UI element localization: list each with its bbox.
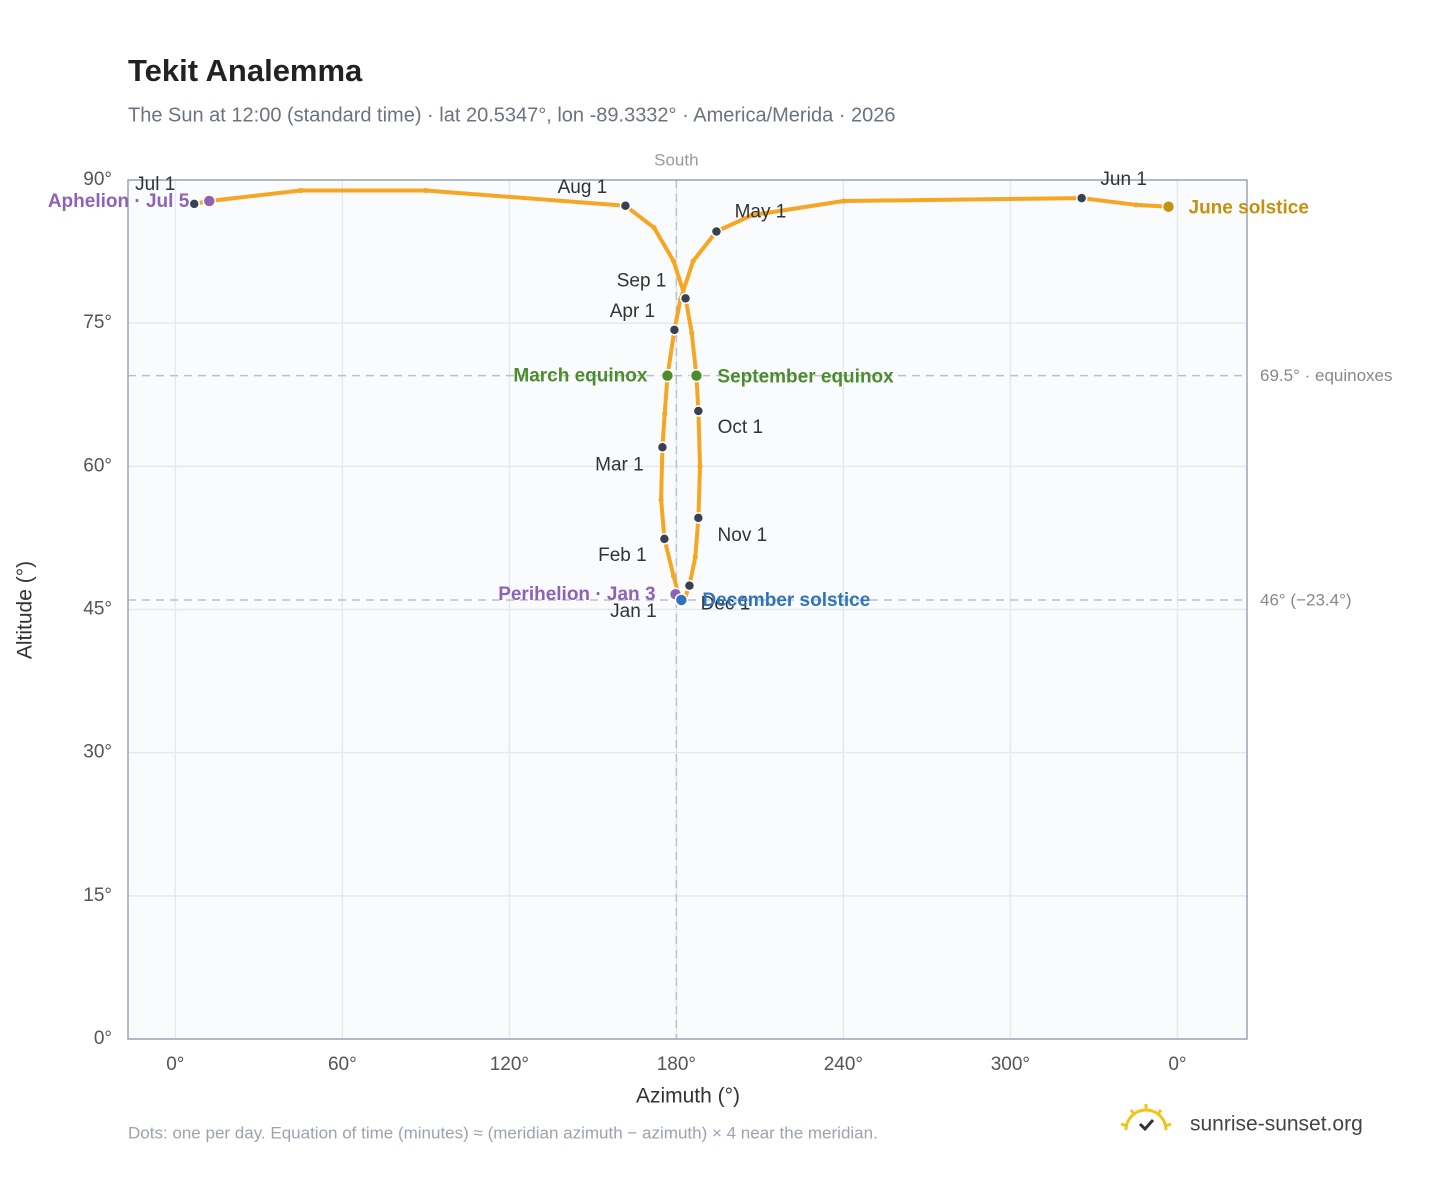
y-axis-label: Altitude (°) — [14, 561, 37, 659]
event-marker — [202, 194, 217, 208]
month-label: Mar 1 — [595, 454, 644, 475]
month-marker — [668, 324, 681, 336]
event-label: Perihelion · Jan 3 — [498, 584, 655, 605]
meridian-label: South — [654, 150, 698, 169]
day-dot — [662, 411, 668, 417]
event-label: June solstice — [1189, 198, 1309, 219]
month-label: Sep 1 — [617, 270, 667, 291]
chart-subtitle: The Sun at 12:00 (standard time) · lat 2… — [128, 104, 896, 126]
chart-title: Tekit Analemma — [128, 53, 363, 88]
event-marker — [689, 368, 704, 383]
footnote: Dots: one per day. Equation of time (min… — [128, 1123, 878, 1142]
event-marker — [674, 593, 689, 607]
x-tick-label: 0° — [166, 1054, 184, 1075]
month-marker — [619, 200, 632, 212]
day-dot — [840, 198, 846, 204]
x-tick-label: 120° — [490, 1054, 529, 1075]
x-tick-label: 300° — [991, 1054, 1030, 1075]
month-marker — [683, 579, 696, 592]
month-marker — [1075, 192, 1088, 204]
day-dot — [651, 225, 657, 231]
x-axis-label: Azimuth (°) — [636, 1085, 740, 1108]
x-tick-label: 0° — [1168, 1054, 1186, 1075]
day-dot — [670, 258, 677, 264]
month-label: May 1 — [735, 202, 787, 223]
event-marker — [1161, 199, 1176, 214]
event-label: Aphelion · Jul 5 — [48, 191, 190, 212]
month-label: Aug 1 — [558, 177, 608, 198]
month-label: Apr 1 — [610, 301, 655, 322]
reference-label: 46° (−23.4°) — [1260, 590, 1352, 609]
plot-border — [127, 179, 1248, 1040]
month-label: Jul 1 — [135, 174, 175, 195]
y-tick-label: 90° — [83, 169, 112, 190]
month-marker — [710, 225, 723, 238]
day-dot — [423, 187, 429, 194]
month-marker — [692, 512, 705, 524]
day-dot — [690, 258, 696, 264]
month-label: Jun 1 — [1100, 169, 1146, 190]
brand-text: sunrise-sunset.org — [1190, 1113, 1363, 1136]
y-tick-label: 45° — [83, 599, 112, 620]
y-tick-label: 30° — [83, 742, 112, 763]
event-label: December solstice — [702, 590, 870, 611]
day-dot — [658, 497, 664, 503]
y-tick-label: 15° — [83, 885, 112, 906]
day-dot — [692, 554, 698, 560]
month-label: Dec 1 — [701, 594, 751, 615]
day-dot — [689, 330, 695, 336]
brand-logo — [1120, 1104, 1172, 1132]
month-marker — [658, 533, 671, 545]
month-label: Oct 1 — [718, 417, 763, 438]
day-dot — [697, 463, 703, 469]
x-tick-label: 60° — [328, 1054, 357, 1075]
month-marker — [188, 198, 200, 210]
y-tick-label: 0° — [94, 1028, 112, 1049]
month-marker — [679, 292, 692, 305]
x-tick-label: 180° — [657, 1054, 696, 1075]
day-dot — [297, 187, 304, 194]
reference-label: 69.5° · equinoxes — [1260, 366, 1393, 385]
day-dot — [1133, 202, 1139, 208]
event-marker — [660, 368, 675, 383]
y-tick-label: 75° — [83, 312, 112, 333]
month-label: Jan 1 — [610, 601, 656, 622]
x-tick-label: 240° — [824, 1054, 863, 1075]
month-marker — [656, 441, 669, 453]
event-label: September equinox — [717, 367, 894, 388]
day-dot — [670, 573, 677, 579]
event-label: March equinox — [513, 366, 648, 387]
day-dot — [748, 212, 755, 218]
y-tick-label: 60° — [83, 455, 112, 476]
month-label: Nov 1 — [718, 525, 768, 546]
month-label: Feb 1 — [598, 545, 647, 566]
month-marker — [692, 405, 705, 417]
